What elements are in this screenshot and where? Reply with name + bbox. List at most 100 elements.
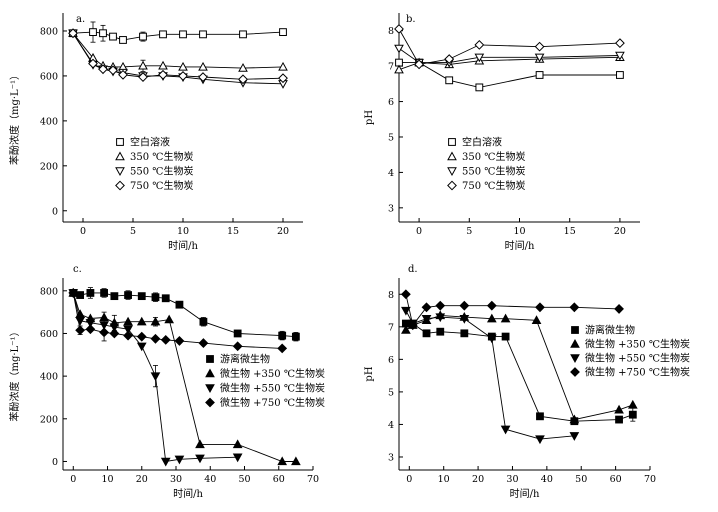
data-point [137, 292, 146, 301]
data-point [123, 330, 133, 341]
data-point [394, 44, 404, 54]
series-3 [401, 306, 580, 445]
legend-marker [570, 367, 580, 377]
data-point [118, 69, 128, 80]
legend-label: 微生物 +350 ℃生物炭 [220, 367, 325, 380]
data-point [486, 300, 497, 311]
legend-marker [115, 167, 125, 177]
x-tick-label: 10 [438, 474, 450, 485]
data-point [535, 435, 545, 445]
data-point [400, 289, 411, 300]
legend-marker [115, 180, 125, 191]
data-point [178, 61, 188, 71]
data-point [232, 341, 243, 352]
data-point [238, 63, 248, 72]
series-4 [68, 288, 288, 354]
data-point [401, 306, 411, 316]
data-point [109, 32, 117, 41]
data-point [158, 60, 168, 70]
panel-label: d. [408, 264, 418, 275]
data-point [150, 372, 161, 382]
data-point [110, 292, 119, 301]
legend-label: 550 ℃生物炭 [130, 165, 193, 178]
legend-marker [570, 338, 580, 348]
legend-marker [570, 354, 580, 364]
legend-marker [447, 167, 457, 177]
y-tick-label: 3 [388, 203, 394, 214]
data-point [99, 29, 107, 38]
data-point [109, 323, 120, 333]
data-point [195, 454, 205, 464]
data-point [160, 334, 171, 345]
x-axis-label: 时间/h [173, 487, 203, 500]
legend-label: 游离微生物 [220, 353, 270, 366]
data-point [531, 315, 542, 325]
data-point [627, 399, 638, 409]
data-point [89, 28, 97, 37]
data-point [138, 60, 148, 70]
data-point [98, 64, 108, 75]
data-point [109, 328, 120, 339]
data-point [179, 30, 187, 39]
data-point [123, 316, 133, 326]
data-point [534, 53, 545, 63]
data-point [459, 300, 470, 311]
legend-marker [115, 151, 125, 161]
data-point [239, 30, 247, 39]
y-tick-label: 4 [388, 420, 394, 431]
data-point [85, 324, 96, 335]
data-point [475, 83, 484, 92]
y-tick-label: 6 [388, 97, 394, 108]
panel-label: b. [406, 14, 416, 25]
data-point [460, 329, 469, 338]
legend-marker [206, 355, 214, 363]
data-point [291, 332, 300, 341]
x-tick-label: 10 [177, 226, 189, 237]
data-point [474, 39, 485, 50]
data-point [178, 71, 188, 81]
legend-label: 空白溶液 [462, 136, 502, 149]
data-point [150, 316, 161, 326]
x-tick-label: 10 [513, 226, 525, 237]
series-line [405, 294, 620, 327]
y-tick-label: 5 [388, 387, 394, 398]
x-tick-label: 20 [136, 474, 148, 485]
data-point [108, 65, 118, 76]
series-line [405, 310, 575, 440]
data-point [614, 404, 624, 414]
data-point [159, 30, 167, 39]
legend-label: 微生物 +350 ℃生物炭 [585, 338, 690, 351]
data-point [500, 313, 511, 323]
legend-marker [447, 151, 457, 161]
data-point [88, 58, 98, 69]
series-4 [68, 28, 288, 85]
panel-label: c. [73, 264, 82, 275]
legend-label: 微生物 +750 ℃生物炭 [585, 366, 690, 379]
y-axis-label: pH [364, 110, 375, 125]
data-point [407, 320, 418, 331]
data-point [615, 38, 625, 49]
legend-label: 游离微生物 [585, 324, 635, 337]
series-line [398, 56, 620, 71]
series-line [398, 48, 620, 64]
y-tick-label: 600 [40, 329, 58, 340]
y-tick-label: 800 [40, 26, 58, 37]
x-tick-label: 60 [273, 474, 285, 485]
y-axis-label: 苯酚浓度（mg·L⁻¹） [8, 70, 21, 165]
data-point [277, 456, 288, 466]
series-line [398, 28, 620, 65]
x-tick-label: 0 [70, 474, 76, 485]
series-3 [68, 289, 243, 467]
data-point [614, 304, 624, 314]
data-point [232, 439, 243, 449]
data-point [569, 414, 580, 424]
data-point [435, 313, 446, 323]
data-point [136, 342, 147, 352]
legend-label: 750 ℃生物炭 [462, 179, 525, 192]
data-point [279, 28, 287, 37]
y-tick-label: 600 [40, 71, 58, 82]
data-point [536, 412, 544, 421]
